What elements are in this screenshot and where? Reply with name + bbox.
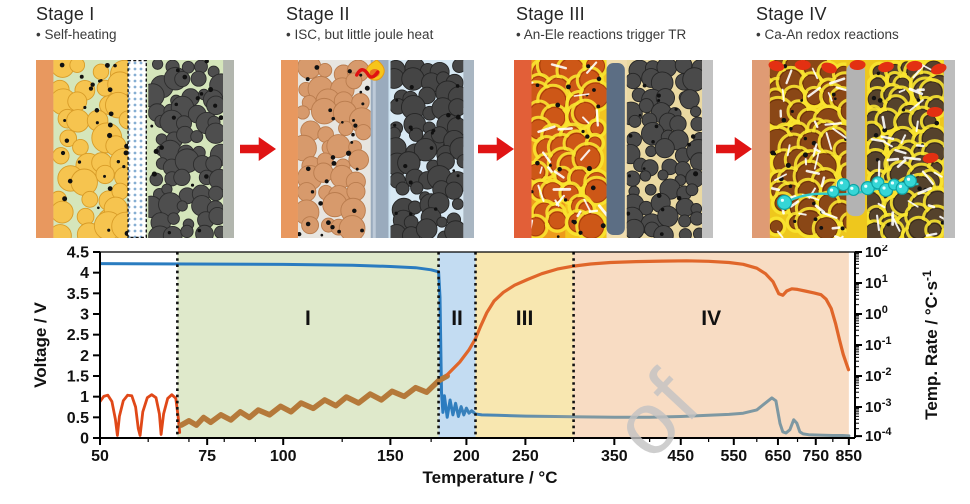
svg-text:650: 650 xyxy=(765,448,792,465)
svg-text:2.5: 2.5 xyxy=(67,327,89,344)
svg-text:250: 250 xyxy=(512,448,539,465)
svg-text:2: 2 xyxy=(80,348,89,365)
stage-3-bullet: • An-Ele reactions trigger TR xyxy=(516,27,687,42)
stage-3-cell-diagram xyxy=(514,60,713,238)
stage-transition-arrow-icon xyxy=(716,137,752,161)
stage-2-bullet: • ISC, but little joule heat xyxy=(286,27,434,42)
stage-2-header: Stage II • ISC, but little joule heat xyxy=(286,4,433,42)
stage-transition-arrow-icon xyxy=(478,137,514,161)
stage-transition-arrow-icon xyxy=(240,137,276,161)
svg-text:3.5: 3.5 xyxy=(67,286,89,303)
flame-icon xyxy=(355,60,385,81)
svg-text:III: III xyxy=(516,307,534,330)
stage-1-header: Stage I • Self-heating xyxy=(36,4,117,42)
svg-text:II: II xyxy=(451,307,463,330)
svg-text:10-1: 10-1 xyxy=(865,335,891,354)
svg-text:100: 100 xyxy=(865,304,888,323)
svg-text:75: 75 xyxy=(198,448,216,465)
svg-text:0: 0 xyxy=(80,431,89,448)
stage-2-title: Stage II xyxy=(286,4,350,24)
voltage-temp-rate-chart: I II III IV 4.5 4 3.5 3 2.5 2 1.5 1 0.5 0 50 75 100 150 20… xyxy=(0,245,970,504)
svg-text:150: 150 xyxy=(377,448,404,465)
svg-text:850: 850 xyxy=(836,448,863,465)
svg-text:1.5: 1.5 xyxy=(67,369,89,386)
svg-text:50: 50 xyxy=(91,448,109,465)
stage-1-title: Stage I xyxy=(36,4,95,24)
svg-text:Temp. Rate / °C·s-1: Temp. Rate / °C·s-1 xyxy=(920,270,941,420)
svg-text:102: 102 xyxy=(865,245,888,261)
svg-text:350: 350 xyxy=(601,448,628,465)
stage-4-bullet: • Ca-An redox reactions xyxy=(756,27,899,42)
svg-text:4.5: 4.5 xyxy=(67,245,89,262)
svg-text:750: 750 xyxy=(802,448,829,465)
svg-text:10-2: 10-2 xyxy=(865,366,891,385)
svg-text:100: 100 xyxy=(270,448,297,465)
svg-text:450: 450 xyxy=(667,448,694,465)
svg-text:4: 4 xyxy=(80,265,89,282)
svg-text:10-3: 10-3 xyxy=(865,397,891,416)
stage-4-header: Stage IV • Ca-An redox reactions xyxy=(756,4,899,42)
stage-4-cell-diagram xyxy=(752,60,955,238)
svg-text:101: 101 xyxy=(865,273,888,292)
svg-text:I: I xyxy=(305,307,311,330)
svg-text:10-4: 10-4 xyxy=(865,426,892,445)
stage-2-cell-diagram xyxy=(281,60,474,238)
stage-3-title: Stage III xyxy=(516,4,585,24)
svg-text:3: 3 xyxy=(80,307,89,324)
svg-text:1: 1 xyxy=(80,389,89,406)
svg-text:200: 200 xyxy=(453,448,480,465)
svg-text:550: 550 xyxy=(720,448,747,465)
stage-1-cell-diagram xyxy=(36,60,234,238)
svg-text:IV: IV xyxy=(701,307,721,330)
stage-1-bullet: • Self-heating xyxy=(36,27,117,42)
svg-text:0.5: 0.5 xyxy=(67,410,89,427)
stage-4-title: Stage IV xyxy=(756,4,827,24)
svg-text:Temperature / °C: Temperature / °C xyxy=(423,468,558,487)
stage-3-header: Stage III • An-Ele reactions trigger TR xyxy=(516,4,686,42)
svg-text:Voltage / V: Voltage / V xyxy=(31,302,50,388)
